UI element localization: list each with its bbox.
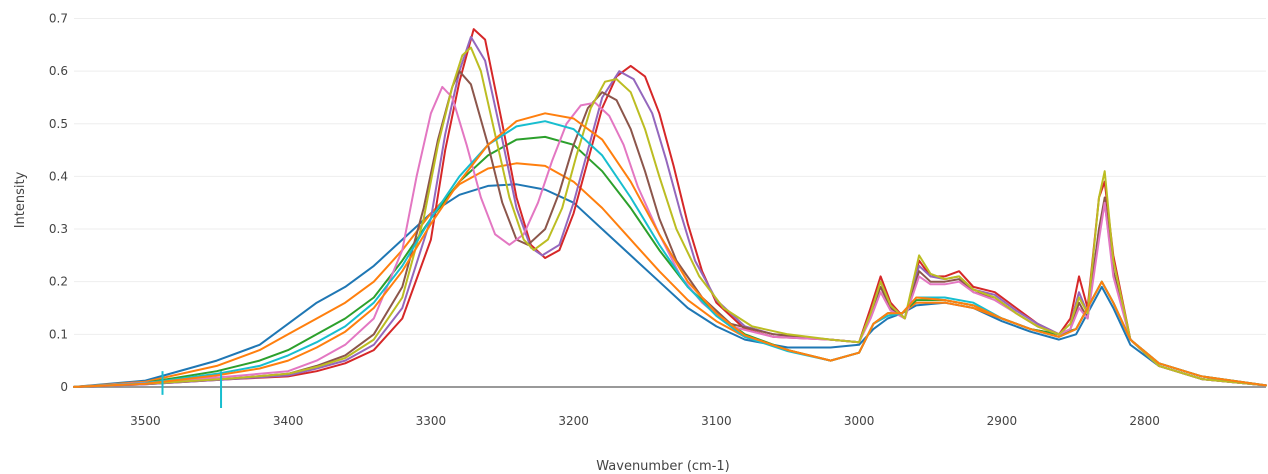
y-tick-label: 0.5 bbox=[49, 117, 68, 131]
y-tick-label: 0.1 bbox=[49, 327, 68, 341]
series-line-7 bbox=[73, 85, 1267, 388]
x-tick-label: 3400 bbox=[273, 414, 304, 428]
x-tick-label: 2900 bbox=[987, 414, 1018, 428]
series-line-1 bbox=[73, 183, 1267, 388]
x-axis-ticks: 3500 3400 3300 3200 3100 3000 2900 2800 bbox=[130, 414, 1160, 428]
y-tick-label: 0 bbox=[60, 380, 68, 394]
x-tick-label: 3100 bbox=[701, 414, 732, 428]
x-tick-label: 3200 bbox=[558, 414, 589, 428]
series-line-10 bbox=[73, 112, 1267, 388]
x-tick-label: 3300 bbox=[416, 414, 447, 428]
y-axis-title: Intensity bbox=[13, 171, 28, 228]
y-tick-label: 0.7 bbox=[49, 12, 68, 26]
y-tick-label: 0.4 bbox=[49, 169, 68, 183]
x-tick-label: 3000 bbox=[844, 414, 875, 428]
y-tick-label: 0.3 bbox=[49, 222, 68, 236]
x-tick-label: 2800 bbox=[1129, 414, 1160, 428]
series-line-2 bbox=[73, 162, 1267, 388]
y-tick-label: 0.6 bbox=[49, 64, 68, 78]
x-axis-title: Wavenumber (cm-1) bbox=[596, 459, 729, 474]
grid-lines bbox=[74, 18, 1266, 388]
y-axis-ticks: 0 0.1 0.2 0.3 0.4 0.5 0.6 0.7 bbox=[49, 12, 68, 394]
series-lines bbox=[73, 28, 1267, 408]
series-line-8 bbox=[73, 46, 1267, 388]
x-tick-label: 3500 bbox=[130, 414, 161, 428]
y-tick-label: 0.2 bbox=[49, 275, 68, 289]
